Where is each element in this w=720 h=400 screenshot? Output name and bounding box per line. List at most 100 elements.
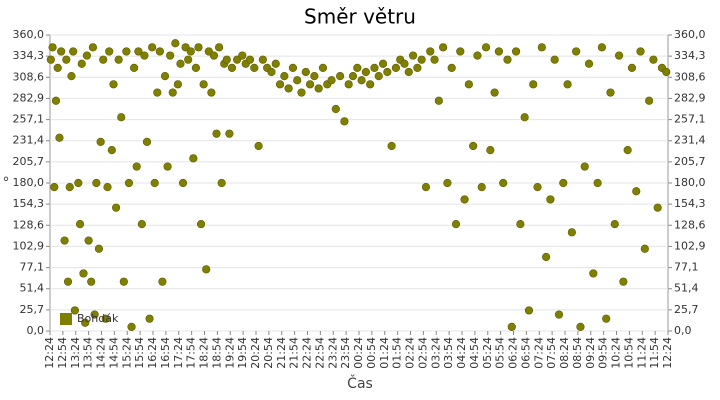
data-point (417, 55, 426, 64)
data-point (383, 67, 392, 77)
data-point (288, 63, 298, 72)
x-tick-label: 10:54 (622, 337, 635, 369)
data-point (374, 72, 383, 81)
data-point (184, 55, 193, 64)
data-point (378, 59, 388, 68)
y-axis-label: ° (3, 175, 10, 191)
data-point (361, 67, 370, 77)
data-point (503, 55, 512, 64)
data-point (176, 59, 185, 68)
data-point (250, 63, 259, 72)
x-tick-label: 01:54 (391, 337, 404, 369)
data-point (554, 310, 564, 319)
data-point (238, 51, 247, 60)
y-tick-label: 334,3 (13, 49, 45, 62)
data-point (280, 72, 289, 81)
data-point (196, 220, 206, 229)
data-point (117, 113, 126, 122)
data-point (77, 59, 86, 68)
data-point (171, 39, 180, 48)
data-point (212, 129, 221, 138)
data-point (202, 265, 211, 274)
data-point (391, 63, 401, 72)
data-point (511, 47, 521, 56)
data-point (74, 178, 83, 188)
data-point (107, 146, 116, 155)
y2-tick-label: 128,6 (674, 218, 706, 231)
data-point (597, 43, 607, 52)
data-point (275, 80, 285, 89)
data-point (662, 67, 671, 77)
y-tick-label: 308,6 (13, 70, 45, 83)
data-point (81, 318, 90, 327)
data-point (537, 43, 546, 52)
data-point (245, 55, 255, 64)
data-point (293, 76, 302, 85)
data-point (426, 47, 435, 56)
x-tick-label: 17:24 (172, 337, 185, 369)
data-point (53, 63, 62, 72)
data-point (267, 67, 276, 77)
y2-tick-label: 51,4 (674, 282, 699, 295)
data-point (387, 141, 396, 151)
data-point (516, 220, 525, 229)
y2-tick-label: 180,0 (674, 176, 706, 189)
data-point (421, 183, 431, 192)
data-point (103, 183, 112, 192)
data-point (653, 203, 662, 212)
y-tick-label: 282,9 (13, 91, 45, 104)
y-tick-label: 102,9 (13, 239, 45, 252)
data-point (348, 72, 358, 81)
y-tick-label: 231,4 (13, 134, 45, 147)
x-tick-label: 08:54 (571, 337, 584, 369)
data-point (584, 59, 594, 68)
data-point (137, 220, 146, 229)
data-point (318, 63, 328, 72)
data-point (186, 47, 195, 56)
y-tick-label: 257,1 (13, 113, 45, 126)
y-tick-label: 180,0 (13, 176, 45, 189)
x-tick-label: 20:54 (262, 337, 275, 369)
data-point (225, 129, 234, 138)
x-tick-label: 23:54 (339, 337, 352, 369)
x-tick-label: 02:24 (404, 337, 417, 369)
x-tick-label: 10:24 (610, 337, 623, 369)
data-point (340, 117, 349, 126)
data-point (434, 96, 443, 105)
x-tick-label: 03:54 (442, 337, 455, 369)
data-point (127, 322, 136, 331)
data-point (327, 76, 336, 85)
data-point (413, 63, 422, 72)
x-tick-label: 07:24 (532, 337, 545, 369)
x-tick-label: 11:24 (635, 337, 648, 369)
data-point (160, 72, 170, 81)
data-point (610, 220, 619, 229)
data-point (55, 133, 64, 142)
x-tick-label: 00:24 (352, 337, 365, 369)
data-point (82, 51, 92, 60)
data-point (140, 51, 149, 60)
data-point (301, 67, 310, 77)
data-point (310, 72, 319, 81)
x-tick-label: 06:54 (519, 337, 532, 369)
data-point (199, 80, 208, 89)
legend-swatch (60, 313, 72, 325)
data-point (477, 183, 486, 192)
data-point (481, 43, 491, 52)
data-point (447, 63, 456, 72)
data-point (473, 51, 482, 60)
data-point (357, 76, 366, 85)
data-point (48, 43, 57, 52)
data-point (87, 277, 96, 286)
x-tick-label: 15:24 (120, 337, 133, 369)
y2-tick-label: 257,1 (674, 113, 706, 126)
data-point (524, 306, 534, 315)
data-point (227, 63, 237, 72)
data-point (75, 220, 85, 229)
data-point (254, 141, 263, 151)
x-tick-label: 23:24 (326, 337, 339, 369)
data-point (69, 47, 78, 56)
x-tick-label: 07:54 (545, 337, 558, 369)
data-point (214, 43, 224, 52)
